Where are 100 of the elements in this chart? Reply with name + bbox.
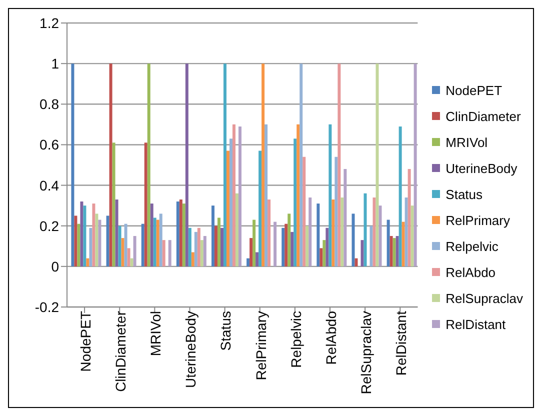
bar xyxy=(115,199,118,266)
bar xyxy=(86,258,90,266)
bar xyxy=(118,226,122,266)
legend-label: NodePET xyxy=(446,82,502,98)
bar xyxy=(386,220,390,266)
y-tick-label: 0 xyxy=(51,258,60,274)
bar xyxy=(372,197,376,266)
bar xyxy=(268,199,271,266)
bar xyxy=(191,252,194,266)
bar xyxy=(392,238,396,266)
y-tick-label: 1.2 xyxy=(40,14,60,31)
bar xyxy=(235,193,238,266)
legend-label: ClinDiameter xyxy=(446,108,521,124)
legend-label: RelAbdo xyxy=(446,264,496,280)
bar xyxy=(378,206,382,266)
bar xyxy=(133,236,136,266)
bar xyxy=(182,204,186,266)
bar xyxy=(168,240,172,266)
legend-label: UterineBody xyxy=(446,160,518,176)
bar xyxy=(414,64,417,266)
x-tick-label: Relpelvic xyxy=(288,311,304,368)
bar xyxy=(238,126,242,266)
legend-label: RelPrimary xyxy=(446,212,510,228)
x-tick-label: NodePET xyxy=(77,310,94,372)
bar xyxy=(352,214,355,266)
bar xyxy=(256,252,259,266)
x-tick-label: RelAbdo xyxy=(322,310,339,365)
bar xyxy=(98,220,102,266)
bar xyxy=(194,232,198,266)
bar xyxy=(197,228,200,266)
bar xyxy=(252,220,256,266)
bar xyxy=(124,224,128,266)
bar xyxy=(290,232,294,266)
bar xyxy=(308,197,312,266)
bar xyxy=(322,240,326,266)
bar xyxy=(106,216,110,266)
bar xyxy=(220,228,224,266)
bar xyxy=(258,150,262,266)
x-tick-label: UterineBody xyxy=(182,311,199,388)
bar xyxy=(226,150,230,266)
bar xyxy=(141,224,144,266)
x-tick-label: ClinDiameter xyxy=(112,310,129,392)
bar xyxy=(354,258,358,266)
bar xyxy=(364,193,367,266)
bar xyxy=(159,214,162,266)
legend-label: RelSupraclav xyxy=(446,290,523,306)
bar xyxy=(121,238,124,266)
bar xyxy=(232,124,236,266)
bar xyxy=(229,138,232,266)
bar xyxy=(185,64,188,266)
bar xyxy=(83,206,86,266)
bar xyxy=(326,228,329,266)
bar xyxy=(203,236,206,266)
bar xyxy=(390,236,393,266)
bar xyxy=(344,169,347,266)
bar xyxy=(200,240,204,266)
x-tick-label: Status xyxy=(218,311,234,351)
bar xyxy=(71,64,74,266)
x-tick-label: RelDistant xyxy=(393,310,410,376)
x-tick-label: RelPrimary xyxy=(252,311,269,380)
bar xyxy=(176,202,180,266)
y-tick-label: 0.8 xyxy=(40,96,60,112)
y-tick-label: -0.2 xyxy=(34,298,60,315)
bar xyxy=(334,156,338,266)
bar xyxy=(153,218,156,266)
bar xyxy=(294,138,297,266)
bar xyxy=(89,228,92,266)
bar xyxy=(328,124,332,266)
bar xyxy=(306,226,309,266)
y-tick-label: 1 xyxy=(51,56,60,72)
bar xyxy=(147,64,150,266)
bar xyxy=(370,226,373,266)
bar xyxy=(340,197,344,266)
y-tick-label: 0.4 xyxy=(40,177,60,194)
bar xyxy=(144,142,148,266)
bar xyxy=(214,226,218,266)
bar xyxy=(92,204,96,266)
bar xyxy=(156,220,160,266)
bar xyxy=(404,197,408,266)
bar xyxy=(223,64,226,266)
y-tick-label: 0.6 xyxy=(40,136,60,153)
bar xyxy=(288,214,291,266)
bar xyxy=(95,214,98,266)
bar xyxy=(246,258,250,266)
bar xyxy=(302,156,306,266)
bar xyxy=(217,218,220,266)
bar xyxy=(188,228,192,266)
bar xyxy=(376,64,379,266)
x-tick-label: RelSupraclav xyxy=(358,311,374,394)
bar xyxy=(77,224,80,266)
legend-label: Status xyxy=(446,186,483,202)
bar xyxy=(296,124,300,266)
bar xyxy=(211,206,214,266)
bar xyxy=(109,64,112,266)
bar xyxy=(250,238,253,266)
bar xyxy=(127,248,130,266)
bar xyxy=(410,206,414,266)
bar xyxy=(162,240,166,266)
bar xyxy=(396,236,399,266)
bar xyxy=(150,204,154,266)
